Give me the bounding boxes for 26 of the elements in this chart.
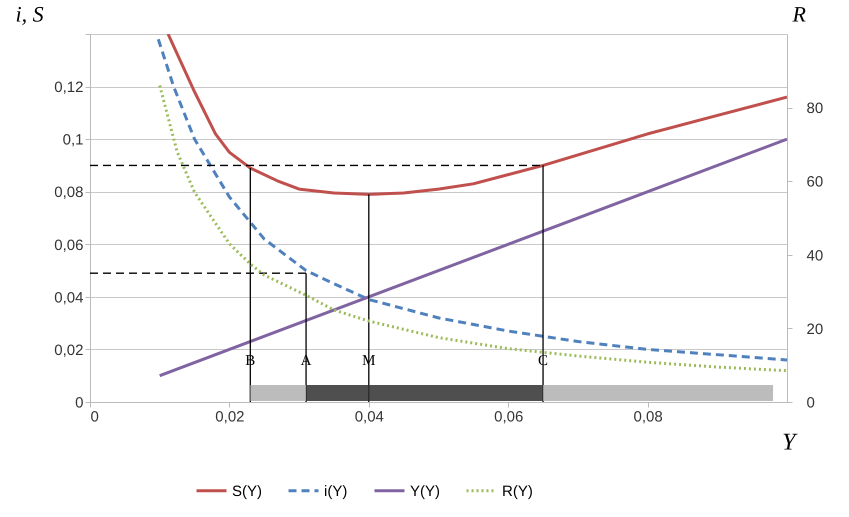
y2-tick-label: 60 xyxy=(806,174,824,191)
x-tick-label: 0 xyxy=(90,408,99,426)
y-tick-label: 0 xyxy=(75,394,84,412)
x-tick-label: 0,04 xyxy=(354,408,384,426)
y-tick-label: 0,08 xyxy=(54,184,84,202)
y-tick-label: 0,12 xyxy=(54,79,84,96)
y-axis-title: i, S xyxy=(16,2,44,26)
line-series xyxy=(166,34,787,196)
x-tick-label: 0,06 xyxy=(494,408,524,426)
y-tick-label: 0,1 xyxy=(62,132,84,149)
x-axis-title: Y xyxy=(782,430,798,456)
x-tick-label: 0,08 xyxy=(634,408,663,426)
y2-axis-title: R xyxy=(792,2,806,26)
legend-label: i(Y) xyxy=(324,482,348,500)
x-tick-label: 0,02 xyxy=(215,408,244,426)
line-series xyxy=(158,84,787,372)
y2-tick-label: 40 xyxy=(806,247,824,264)
y-tick-label: 0,02 xyxy=(54,342,84,359)
y2-tick-label: 20 xyxy=(806,320,824,338)
y2-tick-label: 80 xyxy=(806,100,824,118)
legend-label: R(Y) xyxy=(502,482,533,500)
legend-label: S(Y) xyxy=(232,482,262,500)
legend-label: Y(Y) xyxy=(410,482,440,500)
y2-tick-label: 0 xyxy=(806,394,815,412)
y-tick-label: 0,06 xyxy=(54,236,84,254)
y-tick-label: 0,04 xyxy=(54,289,84,306)
